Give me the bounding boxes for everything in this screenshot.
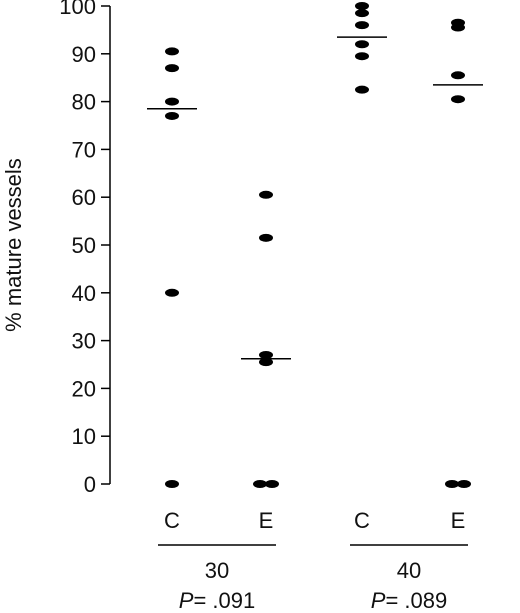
y-tick-label: 90 <box>72 42 96 67</box>
y-tick-label: 20 <box>72 376 96 401</box>
y-tick-label: 10 <box>72 424 96 449</box>
y-tick-label: 30 <box>72 329 96 354</box>
data-point <box>457 480 471 488</box>
y-axis-title: % mature vessels <box>1 158 26 332</box>
axis-layer <box>101 5 468 546</box>
points-layer <box>165 2 471 488</box>
category-label: E <box>259 508 274 533</box>
data-point <box>451 23 465 32</box>
y-tick-label: 60 <box>72 185 96 210</box>
p-value-label: P= .091 <box>179 588 255 613</box>
median-layer <box>147 36 483 360</box>
p-value-number: = .091 <box>193 588 255 613</box>
data-point <box>259 190 273 199</box>
data-point <box>355 2 369 10</box>
category-label: E <box>451 508 466 533</box>
data-point <box>265 480 279 488</box>
data-point <box>259 350 273 359</box>
data-point <box>165 97 179 106</box>
category-label: C <box>354 508 370 533</box>
data-point <box>355 52 369 61</box>
data-point <box>253 480 267 488</box>
category-label: C <box>164 508 180 533</box>
y-tick-label: 80 <box>72 90 96 115</box>
data-point <box>259 358 273 367</box>
p-value-label: P= .089 <box>371 588 447 613</box>
data-point <box>165 111 179 120</box>
y-tick-label: 70 <box>72 137 96 162</box>
p-value-number: = .089 <box>385 588 447 613</box>
data-point <box>445 480 459 488</box>
p-value-prefix: P <box>371 588 386 613</box>
data-point <box>451 71 465 80</box>
data-point <box>355 40 369 49</box>
data-point <box>259 233 273 242</box>
data-point <box>165 480 179 488</box>
data-point <box>165 47 179 56</box>
group-label: 40 <box>397 558 421 583</box>
data-point <box>355 85 369 94</box>
y-tick-label: 100 <box>59 0 96 19</box>
data-point <box>451 95 465 104</box>
y-tick-label: 50 <box>72 233 96 258</box>
y-tick-label: 40 <box>72 281 96 306</box>
data-point <box>355 9 369 18</box>
label-layer: 0 10 20 30 40 50 60 70 80 90 100 % mature vessels C E… <box>1 0 465 613</box>
data-point <box>355 21 369 30</box>
y-tick-label: 0 <box>84 472 96 497</box>
p-value-prefix: P <box>179 588 194 613</box>
data-point <box>165 288 179 297</box>
data-point <box>165 64 179 73</box>
group-label: 30 <box>205 558 229 583</box>
